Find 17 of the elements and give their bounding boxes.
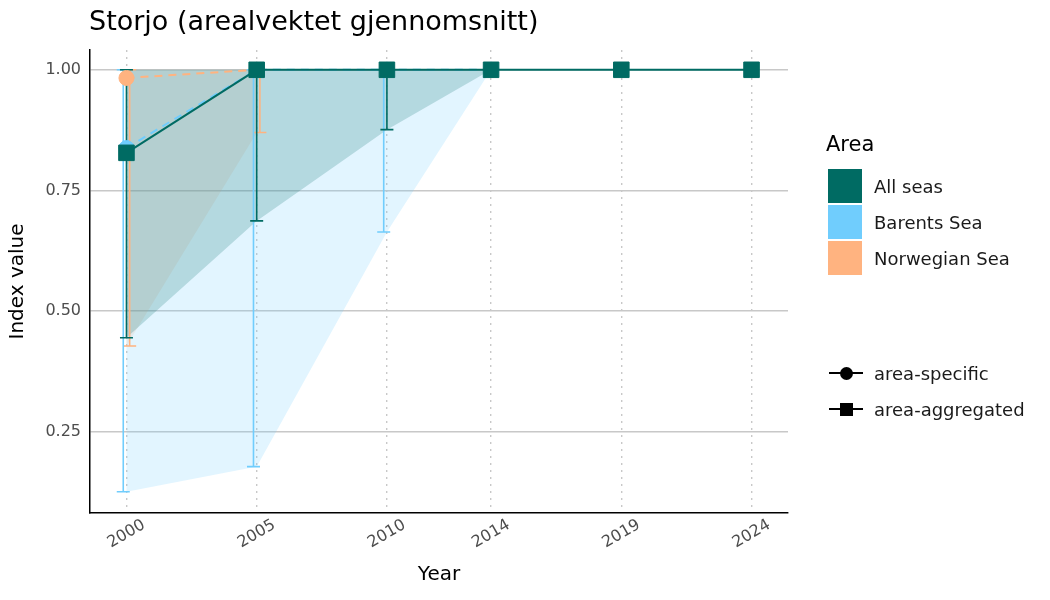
y-tick-label: 0.50 (45, 300, 81, 320)
text: area-aggregated (874, 398, 1025, 420)
y-tick-label: 0.25 (45, 421, 81, 441)
legend-label: All seas (874, 175, 943, 197)
y-axis-title: Index value (4, 223, 29, 340)
legend-label: Norwegian Sea (874, 247, 1010, 269)
y-tick-label: 0.75 (45, 179, 81, 199)
legend-label: Barents Sea (874, 211, 983, 233)
chart-title: Storjo (arealvektet gjennomsnitt) (89, 4, 539, 38)
point (613, 61, 630, 79)
point (118, 70, 135, 86)
y-tick-label: 1.00 (45, 58, 81, 78)
legend-title: Area (826, 131, 876, 158)
x-axis-title: Year (416, 561, 461, 586)
text: area-specific (874, 362, 989, 384)
point (743, 61, 760, 79)
point (118, 144, 135, 162)
